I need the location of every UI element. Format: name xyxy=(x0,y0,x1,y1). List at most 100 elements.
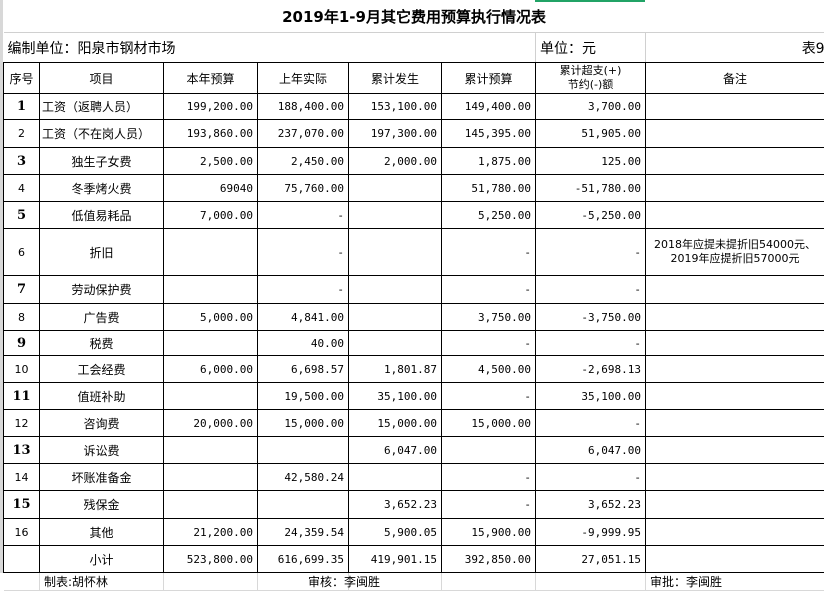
cell-item[interactable]: 折旧 xyxy=(40,229,164,276)
cell-diff[interactable]: -9,999.95 xyxy=(536,519,646,546)
header-last-actual[interactable]: 上年实际 xyxy=(258,63,349,94)
cell-cum[interactable] xyxy=(349,464,442,491)
cell-cum[interactable]: 5,900.05 xyxy=(349,519,442,546)
cell-item[interactable]: 独生子女费 xyxy=(40,148,164,175)
cell-cumbud[interactable]: 5,250.00 xyxy=(442,202,536,229)
cell-diff[interactable]: - xyxy=(536,331,646,356)
cell-item[interactable]: 劳动保护费 xyxy=(40,276,164,304)
cell-cumbud[interactable]: - xyxy=(442,383,536,410)
cell-item[interactable]: 低值易耗品 xyxy=(40,202,164,229)
cell-note[interactable] xyxy=(646,148,824,175)
cell-item[interactable]: 值班补助 xyxy=(40,383,164,410)
cell-cum[interactable]: 35,100.00 xyxy=(349,383,442,410)
cell-diff[interactable]: - xyxy=(536,276,646,304)
cell-note[interactable] xyxy=(646,410,824,437)
cell-seq[interactable]: 14 xyxy=(4,464,40,491)
cell-cum[interactable]: 2,000.00 xyxy=(349,148,442,175)
cell-cum[interactable] xyxy=(349,202,442,229)
cell-last[interactable]: 19,500.00 xyxy=(258,383,349,410)
cell-diff[interactable]: - xyxy=(536,229,646,276)
cell-diff[interactable]: 6,047.00 xyxy=(536,437,646,464)
cell-item[interactable]: 其他 xyxy=(40,519,164,546)
cell-last[interactable]: 2,450.00 xyxy=(258,148,349,175)
cell-note[interactable] xyxy=(646,202,824,229)
cell-diff[interactable]: -5,250.00 xyxy=(536,202,646,229)
cell-cum[interactable] xyxy=(349,175,442,202)
cell-budget[interactable]: 5,000.00 xyxy=(164,304,258,331)
cell-seq[interactable]: 9 xyxy=(4,331,40,356)
cell-note[interactable] xyxy=(646,356,824,383)
header-cumulative[interactable]: 累计发生 xyxy=(349,63,442,94)
cell-note[interactable]: 2018年应提未提折旧54000元、2019年应提折旧57000元 xyxy=(646,229,824,276)
cell-item[interactable]: 工资（返聘人员） xyxy=(40,94,164,120)
cell-diff[interactable]: 125.00 xyxy=(536,148,646,175)
cell-budget[interactable] xyxy=(164,331,258,356)
cell-cumbud[interactable]: 15,900.00 xyxy=(442,519,536,546)
cell-last[interactable]: 616,699.35 xyxy=(258,546,349,573)
header-seq[interactable]: 序号 xyxy=(4,63,40,94)
cell-note[interactable] xyxy=(646,546,824,573)
cell-note[interactable] xyxy=(646,383,824,410)
cell-cumbud[interactable]: - xyxy=(442,229,536,276)
cell-budget[interactable]: 69040 xyxy=(164,175,258,202)
cell-last[interactable]: 6,698.57 xyxy=(258,356,349,383)
cell-last[interactable]: 15,000.00 xyxy=(258,410,349,437)
cell-last[interactable]: 188,400.00 xyxy=(258,94,349,120)
cell-diff[interactable]: 51,905.00 xyxy=(536,120,646,148)
cell-seq[interactable]: 6 xyxy=(4,229,40,276)
cell-note[interactable] xyxy=(646,276,824,304)
cell-cum[interactable]: 153,100.00 xyxy=(349,94,442,120)
cell-item[interactable]: 咨询费 xyxy=(40,410,164,437)
cell-budget[interactable] xyxy=(164,464,258,491)
cell-note[interactable] xyxy=(646,331,824,356)
approved-by[interactable]: 审批：李闽胜 xyxy=(646,573,824,591)
cell-seq[interactable]: 4 xyxy=(4,175,40,202)
cell-diff[interactable]: - xyxy=(536,464,646,491)
cell-last[interactable]: 42,580.24 xyxy=(258,464,349,491)
cell-last[interactable]: - xyxy=(258,229,349,276)
cell-seq[interactable]: 11 xyxy=(4,383,40,410)
cell-cum[interactable]: 419,901.15 xyxy=(349,546,442,573)
cell-note[interactable] xyxy=(646,120,824,148)
cell-cumbud[interactable]: 149,400.00 xyxy=(442,94,536,120)
cell-diff[interactable]: 35,100.00 xyxy=(536,383,646,410)
cell-budget[interactable]: 20,000.00 xyxy=(164,410,258,437)
cell-diff[interactable]: -51,780.00 xyxy=(536,175,646,202)
cell-item[interactable]: 税费 xyxy=(40,331,164,356)
cell-item[interactable]: 冬季烤火费 xyxy=(40,175,164,202)
cell-cumbud[interactable]: 4,500.00 xyxy=(442,356,536,383)
cell-item[interactable]: 诉讼费 xyxy=(40,437,164,464)
cell-seq[interactable]: 8 xyxy=(4,304,40,331)
cell-last[interactable]: 75,760.00 xyxy=(258,175,349,202)
cell-cum[interactable]: 6,047.00 xyxy=(349,437,442,464)
cell-last[interactable]: - xyxy=(258,202,349,229)
cell-last[interactable]: - xyxy=(258,276,349,304)
cell-budget[interactable]: 199,200.00 xyxy=(164,94,258,120)
table-number[interactable]: 表9 xyxy=(646,33,824,63)
cell-seq[interactable]: 5 xyxy=(4,202,40,229)
cell-diff[interactable]: 3,700.00 xyxy=(536,94,646,120)
reviewed-by[interactable]: 审核：李闽胜 xyxy=(304,573,397,591)
cell-budget[interactable] xyxy=(164,491,258,519)
cell-seq[interactable]: 12 xyxy=(4,410,40,437)
cell-diff[interactable]: 27,051.15 xyxy=(536,546,646,573)
cell-seq[interactable]: 15 xyxy=(4,491,40,519)
cell-seq[interactable]: 3 xyxy=(4,148,40,175)
cell-budget[interactable] xyxy=(164,229,258,276)
cell-item[interactable]: 残保金 xyxy=(40,491,164,519)
cell-note[interactable] xyxy=(646,464,824,491)
cell-item[interactable]: 工会经费 xyxy=(40,356,164,383)
cell-note[interactable] xyxy=(646,94,824,120)
cell-last[interactable]: 237,070.00 xyxy=(258,120,349,148)
cell-seq[interactable]: 13 xyxy=(4,437,40,464)
cell-note[interactable] xyxy=(646,519,824,546)
cell-item[interactable]: 广告费 xyxy=(40,304,164,331)
cell-cumbud[interactable]: 3,750.00 xyxy=(442,304,536,331)
cell-last[interactable]: 4,841.00 xyxy=(258,304,349,331)
cell-diff[interactable]: 3,652.23 xyxy=(536,491,646,519)
sheet-title[interactable]: 2019年1-9月其它费用预算执行情况表 xyxy=(4,0,824,33)
cell-cumbud[interactable]: - xyxy=(442,276,536,304)
cell-last[interactable]: 40.00 xyxy=(258,331,349,356)
cell-budget[interactable]: 7,000.00 xyxy=(164,202,258,229)
cell-cum[interactable] xyxy=(349,331,442,356)
